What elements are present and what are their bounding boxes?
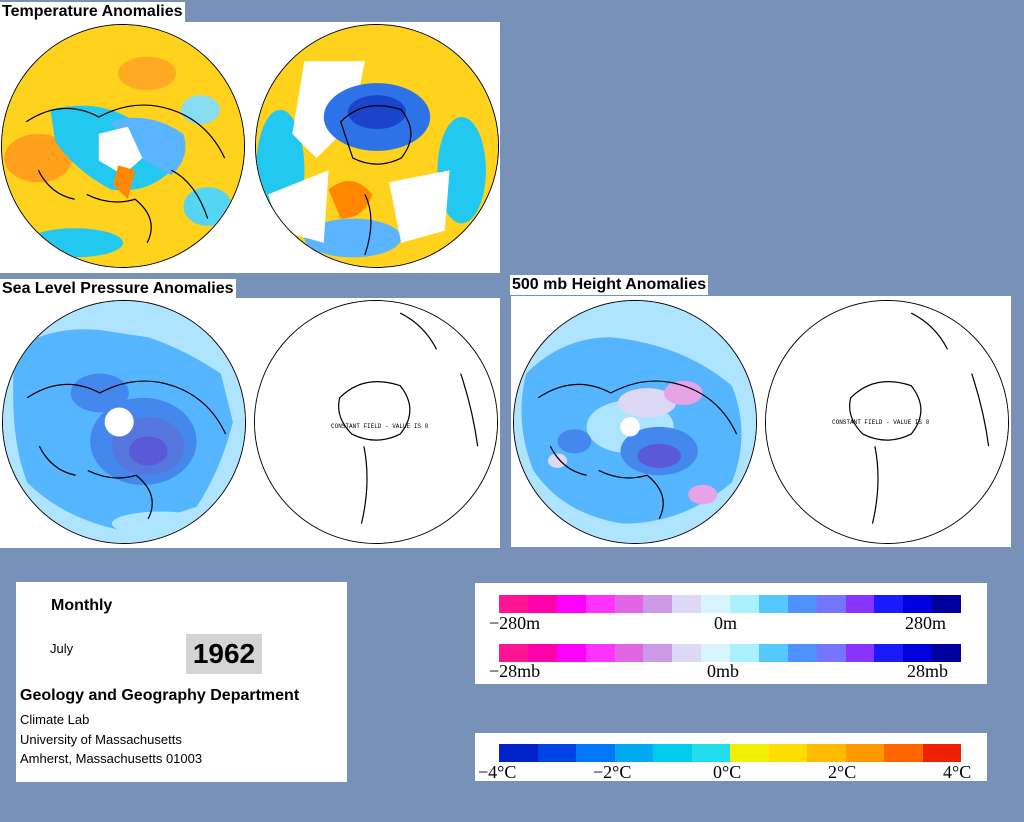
lab-label: Climate Lab: [20, 712, 90, 727]
temperature-title: Temperature Anomalies: [0, 2, 185, 22]
color-swatch-13: [874, 595, 904, 613]
color-swatch-3: [585, 644, 615, 662]
month-label: July: [50, 641, 74, 656]
height500-title: 500 mb Height Anomalies: [510, 275, 709, 295]
color-swatch-7: [768, 744, 807, 762]
color-swatch-14: [903, 644, 933, 662]
temperature-scale-t1: −4°C: [478, 762, 517, 782]
color-swatch-11: [816, 595, 846, 613]
color-swatch-8: [807, 744, 846, 762]
color-swatch-1: [527, 644, 557, 662]
temperature-color-bar: [499, 744, 961, 762]
color-swatch-5: [643, 595, 673, 613]
color-swatch-15: [932, 644, 961, 662]
color-swatch-9: [758, 595, 788, 613]
color-swatch-13: [874, 644, 904, 662]
color-swatch-5: [643, 644, 673, 662]
temperature-scale-box: −4°C −2°C 0°C 2°C 4°C: [475, 733, 987, 781]
temperature-scale-t2: −2°C: [593, 762, 632, 782]
slp-panel: CONSTANT FIELD - VALUE IS 0: [0, 298, 500, 548]
temperature-scale-t5: 4°C: [943, 762, 972, 782]
color-swatch-8: [730, 595, 759, 613]
color-swatch-0: [499, 644, 528, 662]
color-swatch-9: [758, 644, 788, 662]
height500-globe-north: [513, 300, 757, 544]
color-swatch-6: [672, 644, 702, 662]
color-swatch-8: [730, 644, 759, 662]
temperature-globe-south: [255, 24, 499, 268]
color-swatch-11: [922, 744, 961, 762]
color-swatch-1: [527, 595, 557, 613]
address-label: Amherst, Massachusetts 01003: [20, 751, 203, 766]
color-swatch-0: [499, 595, 528, 613]
height500-constant-field-note: CONSTANT FIELD - VALUE IS 0: [832, 419, 930, 426]
height-scale-center: 0m: [714, 613, 738, 633]
slp-constant-field-note: CONSTANT FIELD - VALUE IS 0: [331, 423, 429, 430]
height-scale-min: −280m: [489, 613, 541, 633]
temperature-scale-t3: 0°C: [713, 762, 742, 782]
height-scale-max: 280m: [905, 613, 947, 633]
color-swatch-12: [845, 644, 875, 662]
slp-title: Sea Level Pressure Anomalies: [0, 279, 236, 299]
color-swatch-10: [787, 595, 817, 613]
slp-globe-south: CONSTANT FIELD - VALUE IS 0: [254, 300, 498, 544]
temperature-globe-north: [1, 24, 245, 268]
period-label: Monthly: [51, 597, 113, 614]
color-swatch-12: [845, 595, 875, 613]
color-swatch-2: [556, 595, 586, 613]
color-swatch-1: [537, 744, 576, 762]
color-swatch-10: [884, 744, 923, 762]
pressure-color-bar: [499, 644, 961, 662]
year-label: 1962: [186, 634, 262, 674]
color-swatch-6: [672, 595, 702, 613]
color-swatch-7: [701, 595, 730, 613]
color-swatch-10: [787, 644, 817, 662]
pressure-scale-min: −28mb: [489, 661, 541, 681]
anomaly-scale-box: −280m 0m 280m −28mb 0mb 28mb: [475, 583, 987, 684]
color-swatch-2: [556, 644, 586, 662]
height-color-bar: [499, 595, 961, 613]
pressure-scale-center: 0mb: [707, 661, 740, 681]
color-swatch-3: [585, 595, 615, 613]
color-swatch-9: [845, 744, 884, 762]
slp-globe-north: [2, 300, 246, 544]
color-swatch-4: [653, 744, 692, 762]
color-swatch-2: [576, 744, 615, 762]
pressure-scale-max: 28mb: [907, 661, 949, 681]
color-swatch-4: [614, 595, 644, 613]
color-swatch-7: [701, 644, 730, 662]
temperature-panel: [0, 22, 500, 273]
height500-panel: CONSTANT FIELD - VALUE IS 0: [511, 296, 1011, 547]
info-box: Monthly July 1962 Geology and Geography …: [16, 582, 347, 782]
color-swatch-15: [932, 595, 961, 613]
color-swatch-5: [691, 744, 730, 762]
university-label: University of Massachusetts: [20, 732, 182, 747]
height500-globe-south: CONSTANT FIELD - VALUE IS 0: [765, 300, 1009, 544]
color-swatch-0: [499, 744, 538, 762]
temperature-scale-t4: 2°C: [828, 762, 857, 782]
color-swatch-6: [730, 744, 769, 762]
color-swatch-11: [816, 644, 846, 662]
department-label: Geology and Geography Department: [20, 687, 300, 704]
color-swatch-14: [903, 595, 933, 613]
color-swatch-3: [614, 744, 653, 762]
color-swatch-4: [614, 644, 644, 662]
